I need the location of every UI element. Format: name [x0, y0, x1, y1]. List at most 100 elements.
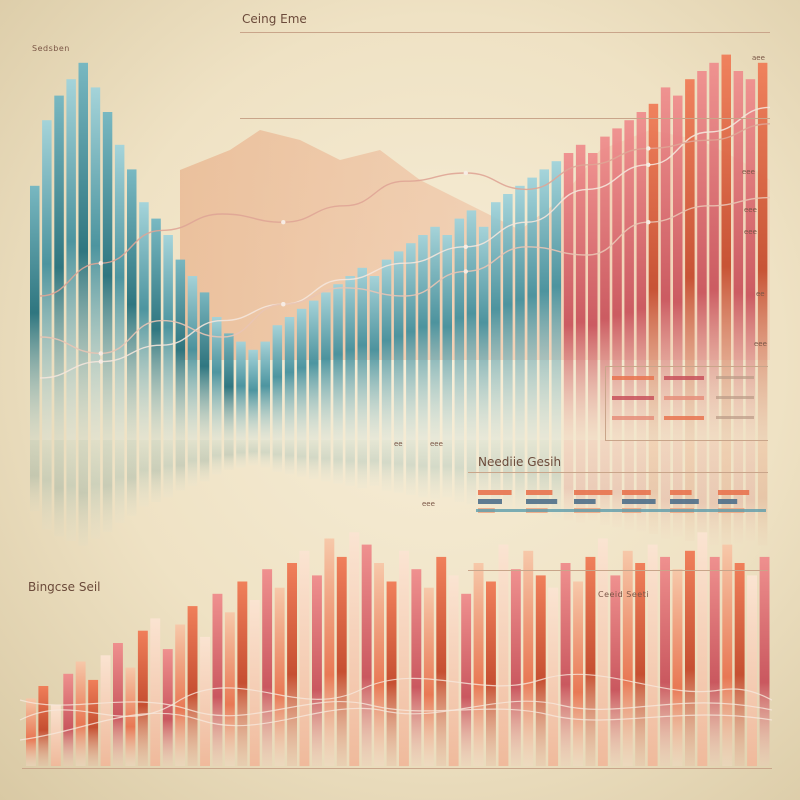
upper-bar-21: [284, 317, 295, 440]
hbar-f-1: [718, 499, 738, 504]
lower-bar-series: [26, 532, 770, 767]
right-value-2: eee: [744, 206, 757, 214]
lower-bar-53: [685, 550, 695, 767]
lower-bar-55: [709, 556, 720, 766]
lower-bar-31: [411, 569, 422, 766]
upper-bar-series: [30, 54, 768, 548]
right-value-1: eee: [742, 168, 755, 176]
upper-bar-40: [515, 185, 525, 440]
upper-bar-24: [321, 292, 331, 440]
legend-swatch-b-1: [664, 396, 704, 400]
legend-box-bottom: [605, 440, 768, 441]
upper-bar-reflection-55: [697, 440, 707, 544]
upper-bar-6: [102, 112, 113, 440]
upper-bar-reflection-8: [127, 440, 137, 516]
lower-bar-48: [622, 550, 633, 767]
lower-bar-6: [100, 655, 111, 766]
right-note: Ceeid Seeti: [598, 590, 650, 599]
middle-panel-rule-bottom: [468, 570, 768, 571]
lower-bar-27: [361, 544, 372, 766]
lower-bar-57: [734, 563, 745, 766]
upper-bar-1: [42, 120, 52, 440]
upper-line-1-point-10: [646, 220, 651, 225]
upper-bar-reflection-21: [284, 440, 295, 475]
lower-bar-16: [224, 612, 235, 767]
lower-bar-41: [535, 575, 546, 767]
middle-axis-label-2: eee: [422, 500, 435, 508]
legend-swatch-c-1: [716, 396, 754, 399]
lower-bar-1: [38, 686, 49, 766]
hbar-a-1: [478, 499, 502, 504]
lower-bar-59: [759, 556, 770, 766]
lower-bar-58: [747, 575, 757, 767]
upper-bar-32: [418, 235, 428, 440]
lower-bar-15: [212, 593, 223, 766]
lower-bar-25: [336, 556, 347, 766]
upper-bar-56: [709, 62, 719, 441]
upper-bar-reflection-13: [187, 440, 198, 486]
lower-bar-21: [287, 563, 297, 766]
middle-right-title: Neediie Gesih: [478, 455, 562, 469]
hbar-divider-stripe: [476, 509, 766, 512]
lower-bar-51: [660, 556, 670, 766]
upper-bar-reflection-11: [163, 440, 173, 498]
upper-bar-37: [478, 226, 489, 440]
hbar-d-1: [622, 499, 656, 504]
upper-bar-29: [381, 259, 392, 440]
upper-bar-reflection-49: [624, 440, 634, 530]
upper-bar-16: [224, 333, 234, 440]
upper-bar-reflection-39: [503, 440, 513, 509]
upper-bar-reflection-19: [260, 440, 270, 468]
hbar-e-1: [670, 499, 699, 504]
lower-bar-23: [312, 575, 322, 767]
lower-bar-52: [672, 569, 683, 766]
upper-line-1-point-1: [98, 351, 104, 356]
upper-bar-reflection-40: [515, 440, 525, 512]
hbar-d-0: [622, 490, 651, 495]
bottom-baseline: [22, 768, 772, 769]
upper-bar-reflection-42: [539, 440, 549, 516]
lower-line-2: [19, 699, 773, 721]
lower-bar-7: [113, 643, 123, 766]
upper-line-0-point-1: [98, 359, 104, 364]
upper-bar-23: [309, 300, 319, 440]
lower-bar-54: [697, 532, 708, 766]
upper-bar-reflection-30: [393, 440, 404, 493]
upper-bar-0: [30, 185, 40, 440]
lower-bar-12: [175, 624, 186, 766]
upper-bar-60: [757, 62, 768, 441]
bottom-left-title: Bingcse Seil: [28, 580, 101, 594]
upper-bar-reflection-2: [54, 440, 64, 537]
upper-bar-reflection-27: [357, 440, 367, 489]
upper-bar-reflection-51: [648, 440, 659, 535]
lower-bar-46: [597, 538, 608, 766]
top-panel-rule-top: [240, 32, 770, 33]
upper-bar-reflection-41: [527, 440, 537, 514]
upper-bar-reflection-7: [114, 440, 125, 523]
lower-bar-36: [473, 563, 484, 766]
upper-bar-47: [600, 136, 610, 440]
upper-line-2-point-7: [463, 170, 468, 176]
upper-bar-33: [430, 226, 440, 440]
upper-bar-34: [442, 235, 452, 440]
upper-bar-45: [575, 144, 586, 441]
right-legend-rows: [612, 376, 754, 420]
top-panel-rule-bottom: [240, 118, 770, 119]
upper-bar-reflection-38: [491, 440, 501, 507]
right-value-3: eee: [744, 228, 757, 236]
legend-box-left: [605, 366, 606, 440]
upper-bar-reflection-20: [272, 440, 283, 473]
upper-bar-reflection-22: [296, 440, 307, 477]
upper-bar-reflection-46: [588, 440, 598, 521]
upper-bar-58: [733, 71, 744, 440]
upper-bar-reflection-12: [175, 440, 186, 491]
hbar-a-0: [478, 490, 512, 495]
upper-bar-reflection-10: [151, 440, 161, 502]
lower-bar-4: [75, 661, 86, 766]
upper-bar-57: [721, 54, 731, 440]
lower-bar-38: [498, 544, 509, 766]
upper-line-0-point-10: [646, 162, 651, 167]
lower-bar-37: [486, 581, 496, 766]
